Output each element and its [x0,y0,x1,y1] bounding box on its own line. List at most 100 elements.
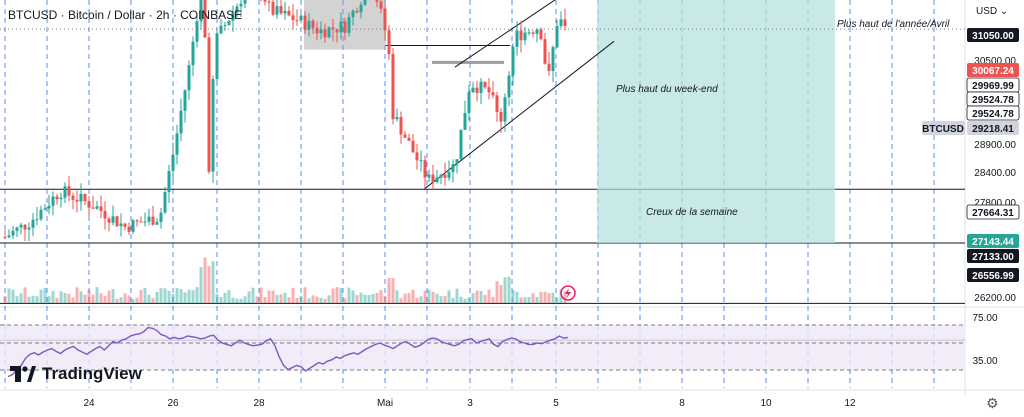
volume-bar [419,296,423,303]
candle-body [279,6,283,14]
candle-body [459,129,463,160]
candle-body [531,32,535,34]
volume-bar [63,293,67,303]
gear-icon[interactable]: ⚙ [986,396,999,412]
candle-body [303,15,307,30]
volume-bar [39,289,43,303]
candle-body [83,193,87,202]
volume-bar [83,294,87,303]
candle-body [23,224,27,230]
volume-bar [499,284,503,303]
candle-body [267,1,271,3]
annotation-label: Plus haut du week-end [616,84,718,95]
volume-bar [127,295,131,303]
candle-body [315,27,319,34]
volume-bar [387,278,391,303]
candle-body [235,6,239,13]
candle-body [483,81,487,88]
volume-bar [139,289,143,303]
candle-body [287,10,291,16]
price-axis-tick: 26200.00 [974,293,1016,304]
volume-bar [547,292,551,303]
candle-body [187,65,191,91]
volume-bar [115,298,119,303]
candle-body [323,29,327,38]
symbol-title[interactable]: BTCUSD · Bitcoin / Dollar · 2h · COINBAS… [8,8,243,22]
candle-body [339,21,343,33]
candle-body [331,27,335,30]
price-level-tag-bg [967,63,1019,77]
volume-bar [439,296,443,303]
candle-body [559,19,563,26]
volume-bar [199,266,203,303]
tradingview-logo-text: TradingView [42,364,142,383]
volume-bar [395,290,399,303]
volume-bar [539,291,543,303]
volume-bar [227,290,231,303]
price-level-tag-bg [967,28,1019,42]
candle-body [263,0,267,2]
volume-bar [435,293,439,303]
candle-body [363,0,367,5]
price-level-tag-bg [966,105,1020,121]
currency-selector[interactable]: USD ⌄ [976,6,1008,17]
candle-body [387,30,391,55]
candle-body [167,170,171,193]
volume-bar [467,297,471,303]
lightning-bolt-icon [565,288,571,299]
volume-bar [223,292,227,303]
volume-bar [75,287,79,303]
candle-body [99,206,103,211]
volume-bar [363,294,367,303]
volume-bar [195,287,199,303]
annotation-label: Creux de la semaine [646,207,738,218]
volume-bar [451,297,455,303]
candle-body [127,226,131,232]
candle-body [403,134,407,138]
volume-bar [147,294,151,303]
volume-bar [279,294,283,303]
rsi-band [0,325,965,370]
volume-bar [283,292,287,303]
candle-body [347,17,351,33]
volume-bar [471,293,475,303]
candle-body [19,224,23,228]
candle-body [435,177,439,183]
candle-body [515,30,519,47]
time-axis-tick: 12 [844,398,856,409]
candle-body [351,10,355,18]
candle-body [471,87,475,92]
volume-bar [103,295,107,303]
candle-body [291,15,295,21]
candle-body [87,201,91,208]
candle-body [191,41,195,66]
volume-bar [179,289,183,303]
symbol-exchange: COINBASE [180,8,243,22]
candle-body [499,111,503,122]
price-level-tag: 30067.24 [972,66,1014,77]
candle-body [439,174,443,178]
volume-bar [123,293,127,303]
candle-body [507,75,511,98]
volume-bar [443,296,447,303]
candle-body [455,159,459,165]
volume-bar [43,287,47,303]
volume-bar [71,297,75,303]
tradingview-logo[interactable]: TradingView [10,364,142,384]
candle-body [275,6,279,15]
volume-bar [523,297,527,303]
candle-body [343,21,347,33]
candle-body [111,216,115,223]
volume-bar [511,289,515,303]
candle-body [203,0,207,38]
volume-bar [31,295,35,303]
volume-bar [535,296,539,303]
volume-bar [235,298,239,303]
volume-bar [163,288,167,303]
volume-bar [91,294,95,303]
lightning-icon [560,285,576,301]
volume-bar [531,293,535,303]
volume-bar [291,287,295,303]
candle-body [131,220,135,232]
